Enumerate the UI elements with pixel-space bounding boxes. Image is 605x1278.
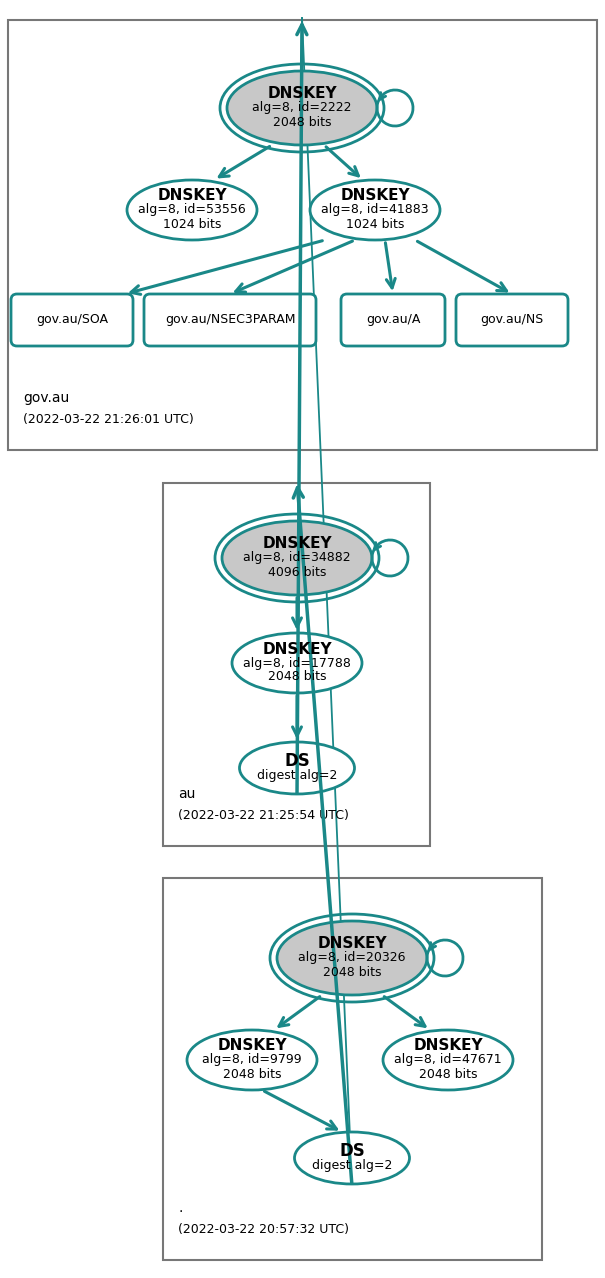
Ellipse shape: [187, 1030, 317, 1090]
Text: DNSKEY: DNSKEY: [262, 537, 332, 552]
FancyBboxPatch shape: [341, 294, 445, 346]
Text: DNSKEY: DNSKEY: [217, 1039, 287, 1053]
Text: .: .: [178, 1201, 182, 1215]
Text: digest alg=2: digest alg=2: [257, 768, 337, 782]
Text: alg=8, id=2222: alg=8, id=2222: [252, 101, 352, 115]
Text: 2048 bits: 2048 bits: [273, 115, 332, 129]
Text: DNSKEY: DNSKEY: [157, 188, 227, 203]
Text: (2022-03-22 21:25:54 UTC): (2022-03-22 21:25:54 UTC): [178, 809, 349, 823]
Text: 1024 bits: 1024 bits: [163, 217, 221, 230]
Text: gov.au/NSEC3PARAM: gov.au/NSEC3PARAM: [165, 313, 295, 326]
Text: alg=8, id=41883: alg=8, id=41883: [321, 203, 429, 216]
Text: gov.au: gov.au: [23, 391, 69, 405]
Text: gov.au/NS: gov.au/NS: [480, 313, 544, 326]
FancyBboxPatch shape: [11, 294, 133, 346]
Text: DNSKEY: DNSKEY: [317, 937, 387, 952]
Text: DNSKEY: DNSKEY: [340, 188, 410, 203]
Text: alg=8, id=47671: alg=8, id=47671: [394, 1053, 502, 1067]
Text: alg=8, id=34882: alg=8, id=34882: [243, 552, 351, 565]
Text: 2048 bits: 2048 bits: [419, 1067, 477, 1080]
Text: 2048 bits: 2048 bits: [268, 671, 326, 684]
Text: 4096 bits: 4096 bits: [268, 565, 326, 579]
Text: DNSKEY: DNSKEY: [262, 642, 332, 657]
Text: gov.au/SOA: gov.au/SOA: [36, 313, 108, 326]
Text: DS: DS: [339, 1143, 365, 1160]
Text: 1024 bits: 1024 bits: [346, 217, 404, 230]
Ellipse shape: [383, 1030, 513, 1090]
Ellipse shape: [310, 180, 440, 240]
Text: alg=8, id=9799: alg=8, id=9799: [202, 1053, 302, 1067]
Ellipse shape: [240, 743, 355, 794]
Text: DNSKEY: DNSKEY: [267, 87, 337, 101]
Text: alg=8, id=53556: alg=8, id=53556: [138, 203, 246, 216]
Ellipse shape: [127, 180, 257, 240]
Ellipse shape: [232, 633, 362, 693]
Text: gov.au/A: gov.au/A: [366, 313, 420, 326]
Text: 2048 bits: 2048 bits: [223, 1067, 281, 1080]
Ellipse shape: [295, 1132, 410, 1183]
Ellipse shape: [227, 72, 377, 144]
Text: au: au: [178, 787, 195, 801]
Text: alg=8, id=20326: alg=8, id=20326: [298, 952, 406, 965]
Text: alg=8, id=17788: alg=8, id=17788: [243, 657, 351, 670]
Text: DS: DS: [284, 751, 310, 771]
Bar: [163, 878, 542, 1260]
Text: (2022-03-22 20:57:32 UTC): (2022-03-22 20:57:32 UTC): [178, 1223, 349, 1237]
Text: (2022-03-22 21:26:01 UTC): (2022-03-22 21:26:01 UTC): [23, 414, 194, 427]
Bar: [163, 483, 430, 846]
Text: DNSKEY: DNSKEY: [413, 1039, 483, 1053]
FancyBboxPatch shape: [456, 294, 568, 346]
FancyBboxPatch shape: [144, 294, 316, 346]
Text: digest alg=2: digest alg=2: [312, 1158, 392, 1172]
Ellipse shape: [277, 921, 427, 996]
Ellipse shape: [222, 521, 372, 596]
Text: 2048 bits: 2048 bits: [322, 965, 381, 979]
Bar: [8, 20, 597, 450]
